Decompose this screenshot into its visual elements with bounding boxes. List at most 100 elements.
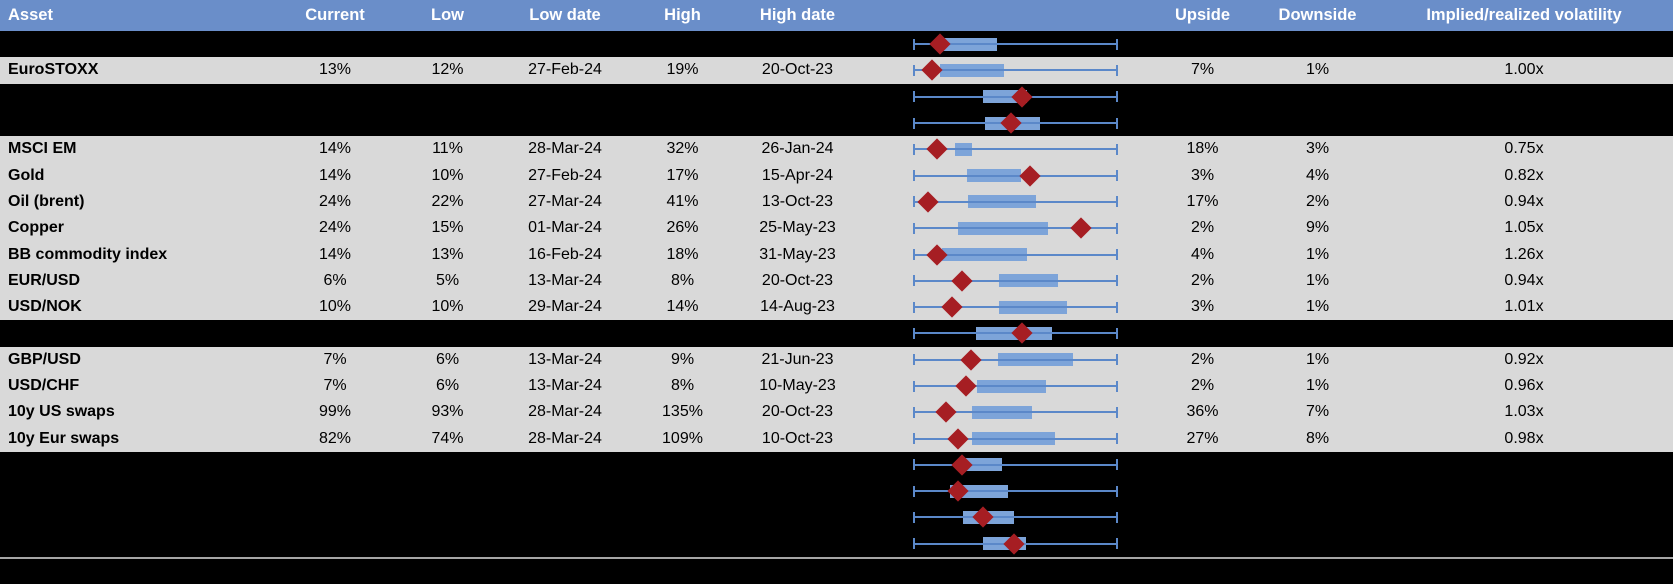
cell-boxplot[interactable] [855,241,1145,267]
cell-impl-real-vol[interactable]: 0.98x [1504,429,1544,447]
header-asset[interactable]: Asset [8,6,53,24]
cell-current[interactable]: 24% [318,192,352,210]
cell-impl-real-vol[interactable]: 1.01x [1504,298,1544,316]
header-high[interactable]: High [664,6,701,24]
cell-boxplot[interactable] [855,189,1145,215]
cell-high-date[interactable]: 20-Oct-23 [761,271,834,289]
cell-impl-real-vol[interactable]: 0.94x [1504,192,1544,210]
cell-asset[interactable]: EUR/USD [8,271,81,289]
cell-upside[interactable]: 18% [1186,140,1219,158]
cell-boxplot[interactable] [855,425,1145,451]
cell-low[interactable]: 5% [435,271,460,289]
cell-downside[interactable]: 8% [1305,429,1330,447]
cell-low-date[interactable]: 28-Mar-24 [528,403,602,421]
cell-upside[interactable]: 36% [1186,403,1219,421]
cell-high[interactable]: 8% [670,271,695,289]
cell-high-date[interactable]: 13-Oct-23 [761,192,834,210]
cell-boxplot[interactable] [855,31,1145,57]
cell-low[interactable]: 6% [435,377,460,394]
cell-high[interactable]: 109% [662,429,703,447]
header-upside[interactable]: Upside [1174,6,1230,24]
cell-high-date[interactable]: 21-Jun-23 [761,350,834,368]
cell-current[interactable]: 6% [323,271,347,289]
header-low-date[interactable]: Low date [529,6,601,24]
cell-downside[interactable]: 1% [1305,271,1330,289]
cell-boxplot[interactable] [855,373,1145,399]
cell-boxplot[interactable] [855,215,1145,241]
cell-downside[interactable]: 1% [1305,377,1330,394]
cell-high[interactable]: 135% [662,403,703,421]
cell-current[interactable]: 14% [318,166,352,184]
cell-low[interactable]: 12% [431,61,464,79]
cell-asset[interactable]: BB commodity index [8,245,168,263]
cell-boxplot[interactable] [855,320,1145,346]
cell-downside[interactable]: 1% [1305,298,1330,316]
cell-impl-real-vol[interactable]: 1.00x [1504,61,1544,79]
cell-upside[interactable]: 2% [1190,350,1215,368]
cell-high[interactable]: 17% [666,166,699,184]
cell-low-date[interactable]: 27-Feb-24 [528,61,602,79]
cell-high[interactable]: 18% [666,245,699,263]
cell-asset[interactable]: Oil (brent) [8,192,85,210]
cell-high-date[interactable]: 25-May-23 [759,219,836,237]
cell-high[interactable]: 8% [670,377,695,394]
cell-high[interactable]: 41% [666,192,699,210]
cell-boxplot[interactable] [855,57,1145,83]
cell-high-date[interactable]: 31-May-23 [759,245,836,263]
cell-low[interactable]: 13% [431,245,464,263]
cell-high[interactable]: 32% [666,140,699,158]
cell-asset[interactable]: 10y Eur swaps [8,429,120,447]
cell-low[interactable]: 74% [431,429,464,447]
cell-low-date[interactable]: 27-Mar-24 [528,192,602,210]
header-downside[interactable]: Downside [1278,6,1357,24]
cell-asset[interactable]: GBP/USD [8,350,81,368]
header-high-date[interactable]: High date [759,6,836,24]
cell-current[interactable]: 82% [318,429,352,447]
cell-low-date[interactable]: 16-Feb-24 [528,245,602,263]
cell-current[interactable]: 24% [318,219,352,237]
cell-high-date[interactable]: 26-Jan-24 [761,140,834,158]
header-impl-real-vol[interactable]: Implied/realized volatility [1426,6,1622,24]
cell-current[interactable]: 7% [323,377,347,394]
cell-downside[interactable]: 2% [1305,192,1330,210]
cell-low-date[interactable]: 29-Mar-24 [528,298,602,316]
cell-boxplot[interactable] [855,162,1145,188]
cell-impl-real-vol[interactable]: 1.05x [1504,219,1544,237]
cell-upside[interactable]: 4% [1190,245,1215,263]
cell-high-date[interactable]: 10-Oct-23 [761,429,834,447]
cell-impl-real-vol[interactable]: 1.03x [1504,403,1544,421]
cell-asset[interactable]: MSCI EM [8,140,77,158]
cell-boxplot[interactable] [855,84,1145,110]
cell-current[interactable]: 14% [318,245,352,263]
cell-high[interactable]: 14% [666,298,699,316]
cell-boxplot[interactable] [855,347,1145,373]
cell-impl-real-vol[interactable]: 0.75x [1504,140,1544,158]
cell-asset[interactable]: EuroSTOXX [8,61,99,79]
cell-low[interactable]: 93% [431,403,464,421]
cell-high-date[interactable]: 14-Aug-23 [760,298,835,316]
cell-upside[interactable]: 17% [1186,192,1219,210]
cell-asset[interactable]: Copper [8,219,64,237]
cell-impl-real-vol[interactable]: 0.82x [1504,166,1544,184]
cell-upside[interactable]: 2% [1190,271,1215,289]
cell-low-date[interactable]: 13-Mar-24 [528,350,602,368]
cell-low-date[interactable]: 13-Mar-24 [528,271,602,289]
cell-boxplot[interactable] [855,478,1145,504]
cell-downside[interactable]: 9% [1305,219,1330,237]
cell-current[interactable]: 13% [318,61,352,79]
cell-boxplot[interactable] [855,136,1145,162]
cell-high[interactable]: 26% [666,219,699,237]
cell-impl-real-vol[interactable]: 0.94x [1504,271,1544,289]
cell-low-date[interactable]: 28-Mar-24 [528,429,602,447]
cell-upside[interactable]: 7% [1190,61,1215,79]
cell-upside[interactable]: 3% [1190,166,1215,184]
cell-current[interactable]: 14% [318,140,352,158]
cell-boxplot[interactable] [855,268,1145,294]
cell-impl-real-vol[interactable]: 1.26x [1504,245,1544,263]
cell-low[interactable]: 11% [432,140,463,158]
cell-high[interactable]: 19% [666,61,699,79]
cell-low[interactable]: 22% [431,192,464,210]
cell-impl-real-vol[interactable]: 0.96x [1504,377,1544,394]
cell-high-date[interactable]: 10-May-23 [759,377,836,394]
cell-low[interactable]: 6% [435,350,460,368]
